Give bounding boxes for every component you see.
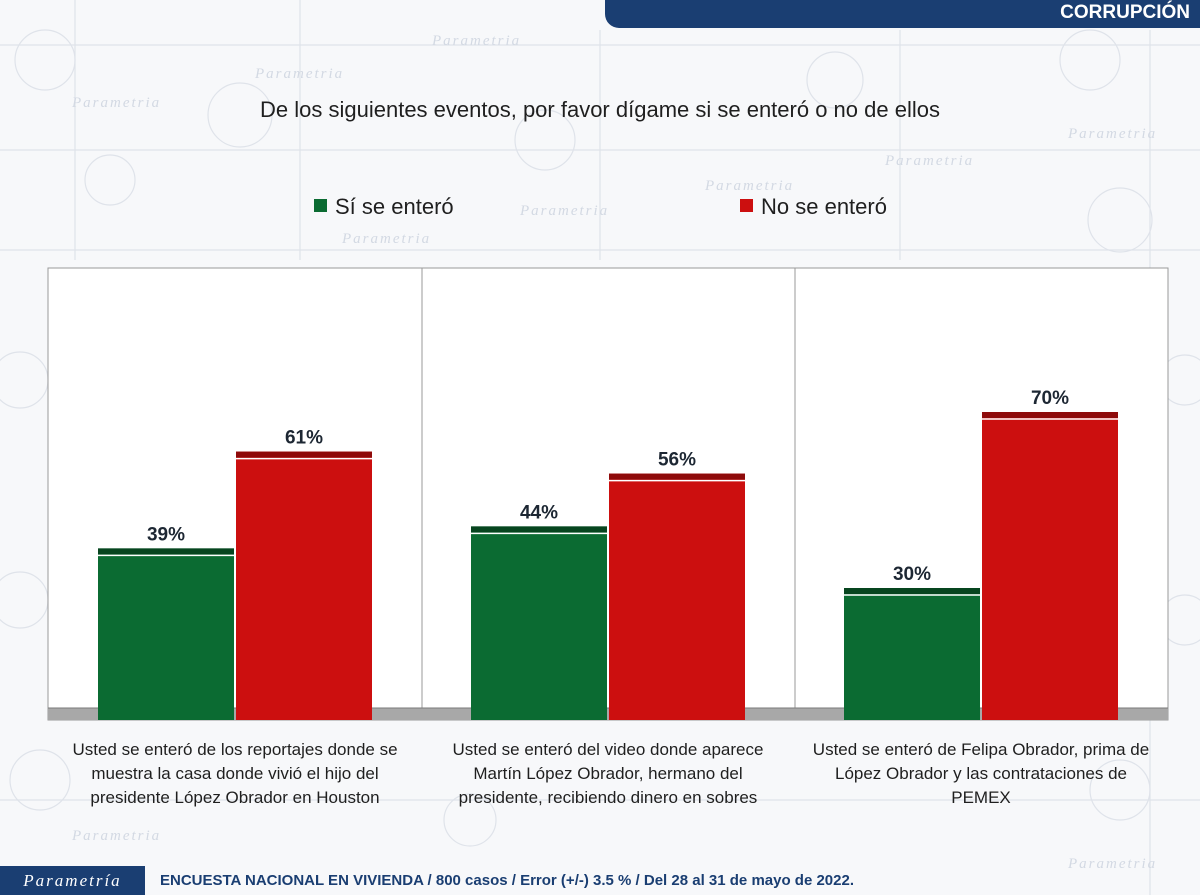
bar-top-edge bbox=[844, 588, 980, 594]
svg-text:Parametria: Parametria bbox=[1067, 856, 1157, 872]
chart-title: De los siguientes eventos, por favor díg… bbox=[260, 97, 940, 122]
data-label: 39% bbox=[147, 524, 185, 545]
bar-top-edge bbox=[236, 451, 372, 458]
bar-no-2 bbox=[609, 473, 745, 720]
section-banner: CORRUPCIÓN bbox=[605, 0, 1200, 28]
legend-label-no: No se enteró bbox=[761, 194, 887, 219]
svg-text:Parametria: Parametria bbox=[704, 178, 794, 194]
legend-swatch-no bbox=[740, 199, 753, 212]
data-label: 44% bbox=[520, 502, 558, 523]
legend-swatch-si bbox=[314, 199, 327, 212]
data-label: 30% bbox=[893, 564, 931, 585]
bar-top-edge bbox=[609, 473, 745, 480]
svg-text:Parametria: Parametria bbox=[1067, 126, 1157, 142]
bar-no-1 bbox=[236, 451, 372, 720]
svg-text:Parametria: Parametria bbox=[519, 203, 609, 219]
bar-top-edge bbox=[471, 526, 607, 533]
svg-text:Parametria: Parametria bbox=[254, 66, 344, 82]
svg-text:Parametria: Parametria bbox=[341, 231, 431, 247]
footer-brand-logo: Parametría bbox=[0, 866, 145, 895]
data-label: 61% bbox=[285, 428, 323, 449]
legend-item-no: No se enteró bbox=[740, 194, 887, 220]
bar-si-2 bbox=[471, 526, 607, 720]
svg-text:Parametria: Parametria bbox=[431, 33, 521, 49]
legend-label-si: Sí se enteró bbox=[335, 194, 454, 219]
svg-text:Parametria: Parametria bbox=[884, 153, 974, 169]
bar-top-edge bbox=[98, 548, 234, 555]
bar-si-1 bbox=[98, 548, 234, 720]
bar-si-3 bbox=[844, 588, 980, 720]
category-label: Usted se enteró de los reportajes donde … bbox=[72, 740, 398, 807]
category-label: Usted se enteró del video donde aparece … bbox=[452, 740, 764, 807]
legend-item-si: Sí se enteró bbox=[314, 194, 454, 220]
footer-source-note: ENCUESTA NACIONAL EN VIVIENDA / 800 caso… bbox=[160, 872, 854, 889]
bar-no-3 bbox=[982, 412, 1118, 720]
svg-text:Parametria: Parametria bbox=[71, 95, 161, 111]
data-label: 56% bbox=[658, 450, 696, 471]
category-label: Usted se enteró de Felipa Obrador, prima… bbox=[812, 740, 1150, 807]
plot-area bbox=[47, 267, 1169, 721]
svg-text:Parametria: Parametria bbox=[71, 828, 161, 844]
data-label: 70% bbox=[1031, 388, 1069, 409]
bar-top-edge bbox=[982, 412, 1118, 418]
